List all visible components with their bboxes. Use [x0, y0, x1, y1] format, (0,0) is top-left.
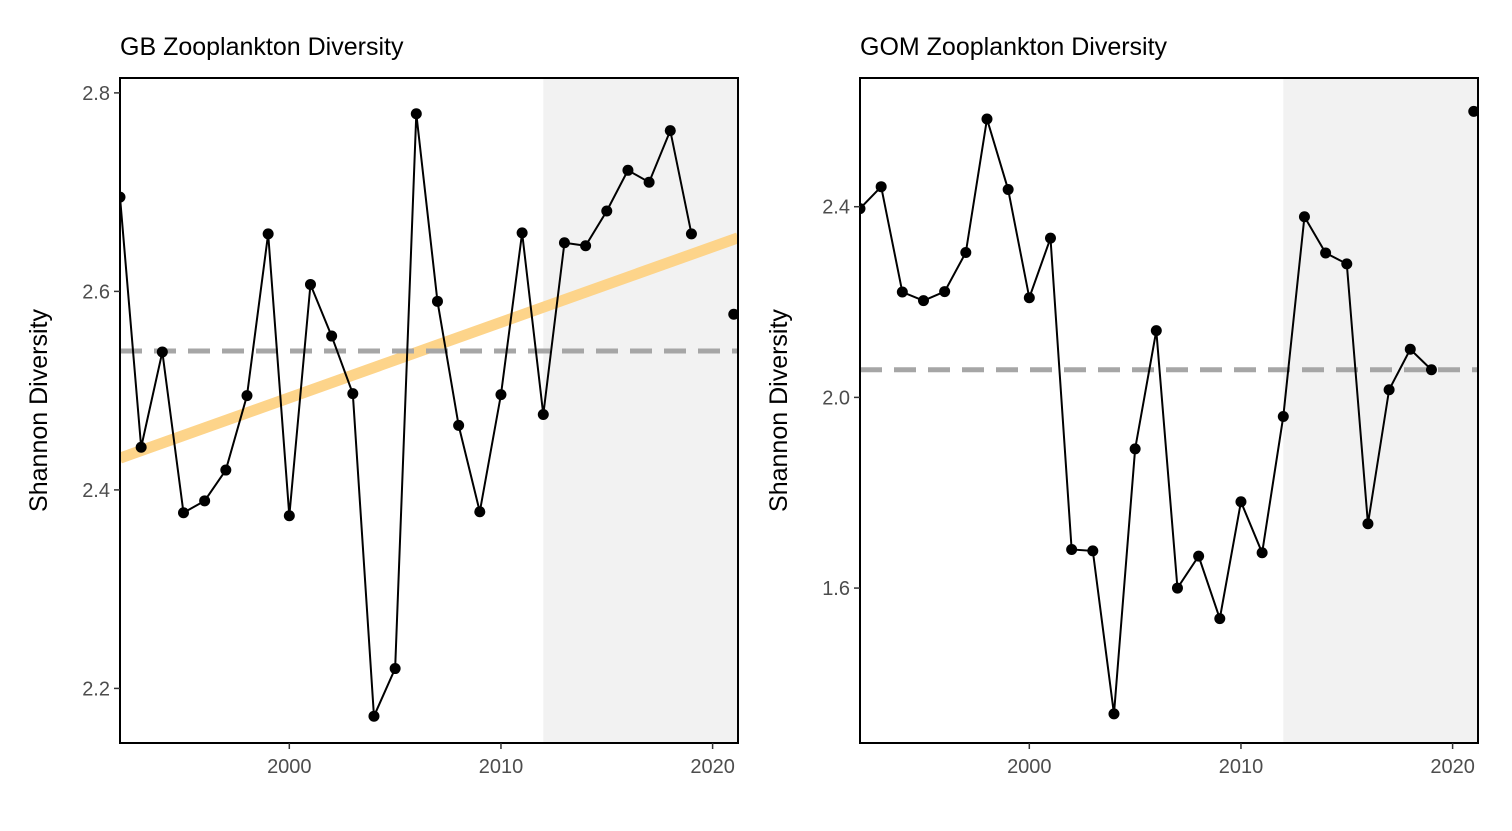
data-point: [1171, 582, 1183, 594]
y-axis-title: Shannon Diversity: [25, 309, 53, 512]
data-point: [960, 246, 972, 258]
trend-line: [120, 232, 738, 464]
series-line: [120, 113, 693, 717]
data-point: [1341, 258, 1353, 270]
gb-diversity-panel: 2.2 2.4 2.6 2.8 2000 2010 2020 GB Zooplankton D…: [25, 33, 739, 778]
data-point: [453, 419, 465, 431]
data-point: [516, 227, 528, 239]
data-point: [1425, 364, 1437, 376]
x-tick-label: 2000: [1007, 756, 1052, 778]
data-point: [347, 388, 359, 400]
data-point: [389, 663, 401, 675]
data-point: [1129, 443, 1141, 455]
y-tick-label: 2.8: [82, 83, 110, 105]
isolated-data-point: [728, 308, 738, 320]
data-point: [474, 506, 486, 518]
recent-period-shade: [1283, 78, 1478, 743]
chart-title: GB Zooplankton Diversity: [120, 33, 404, 61]
chart-title: GOM Zooplankton Diversity: [860, 33, 1168, 61]
data-point: [431, 295, 443, 307]
isolated-data-point: [1468, 105, 1478, 117]
data-point: [1108, 708, 1120, 720]
y-tick-label: 2.2: [82, 678, 110, 700]
data-point: [1362, 518, 1374, 530]
data-point: [580, 240, 592, 252]
data-point: [199, 495, 211, 507]
data-point: [120, 191, 126, 203]
data-point: [860, 203, 866, 215]
data-point: [156, 346, 168, 358]
data-point: [1044, 232, 1056, 244]
data-point: [1193, 550, 1205, 562]
data-point: [1150, 325, 1162, 337]
data-point: [326, 330, 338, 342]
data-point: [135, 441, 147, 453]
data-point: [241, 390, 253, 402]
x-tick-label: 2010: [479, 756, 524, 778]
data-point: [558, 237, 570, 249]
plot-area: [860, 78, 1478, 743]
data-point: [939, 286, 951, 298]
y-tick-label: 2.4: [822, 197, 850, 219]
data-point: [622, 164, 634, 176]
data-point: [664, 125, 676, 137]
panel-border: [859, 77, 1479, 744]
data-point: [177, 507, 189, 519]
y-axis-title: Shannon Diversity: [765, 309, 793, 512]
data-point: [220, 464, 232, 476]
data-point: [1277, 410, 1289, 422]
x-tick-label: 2000: [267, 756, 312, 778]
data-point: [1404, 343, 1416, 355]
data-point: [410, 108, 422, 120]
data-point: [1298, 211, 1310, 223]
panel-border: [119, 77, 739, 744]
data-point: [1066, 543, 1078, 555]
data-point: [981, 113, 993, 125]
data-point: [875, 181, 887, 193]
data-point: [495, 389, 507, 401]
recent-period-shade: [543, 78, 738, 743]
data-point: [643, 176, 655, 188]
data-point: [1256, 547, 1268, 559]
series-line: [860, 118, 1433, 715]
y-tick-label: 2.4: [82, 480, 110, 502]
gom-diversity-panel: 1.6 2.0 2.4 2000 2010 2020 GOM Zooplankton Div…: [765, 33, 1479, 778]
data-point: [1023, 292, 1035, 304]
data-point: [685, 228, 697, 240]
x-tick-label: 2010: [1219, 756, 1264, 778]
data-point: [1383, 384, 1395, 396]
data-point: [537, 408, 549, 420]
data-point: [896, 286, 908, 298]
data-point: [1235, 496, 1247, 508]
data-point: [283, 510, 295, 522]
data-point: [1087, 545, 1099, 557]
data-point: [1002, 184, 1014, 196]
x-tick-label: 2020: [1430, 756, 1475, 778]
data-point: [262, 228, 274, 240]
data-point: [304, 278, 316, 290]
y-tick-label: 2.6: [82, 281, 110, 303]
y-tick-label: 2.0: [822, 387, 850, 409]
x-tick-label: 2020: [690, 756, 735, 778]
data-point: [368, 710, 380, 722]
data-point: [917, 295, 929, 307]
plot-area: [120, 78, 738, 743]
data-point: [1214, 613, 1226, 625]
data-point: [601, 205, 613, 217]
data-point: [1320, 247, 1332, 259]
y-tick-label: 1.6: [822, 578, 850, 600]
